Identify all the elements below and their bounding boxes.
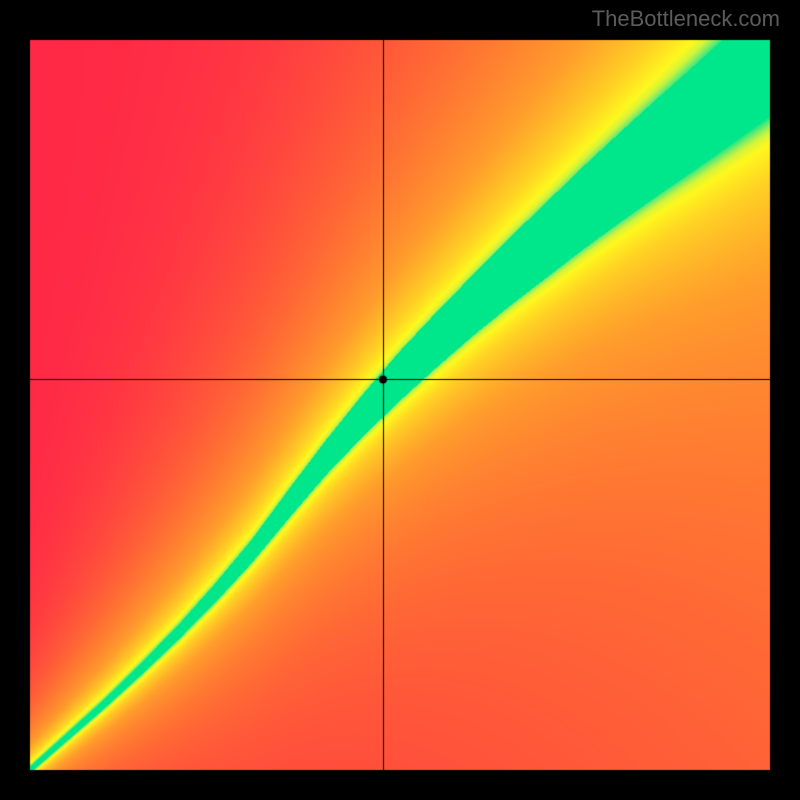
chart-container: TheBottleneck.com bbox=[0, 0, 800, 800]
bottleneck-heatmap-canvas bbox=[0, 0, 800, 800]
watermark-label: TheBottleneck.com bbox=[592, 6, 780, 32]
